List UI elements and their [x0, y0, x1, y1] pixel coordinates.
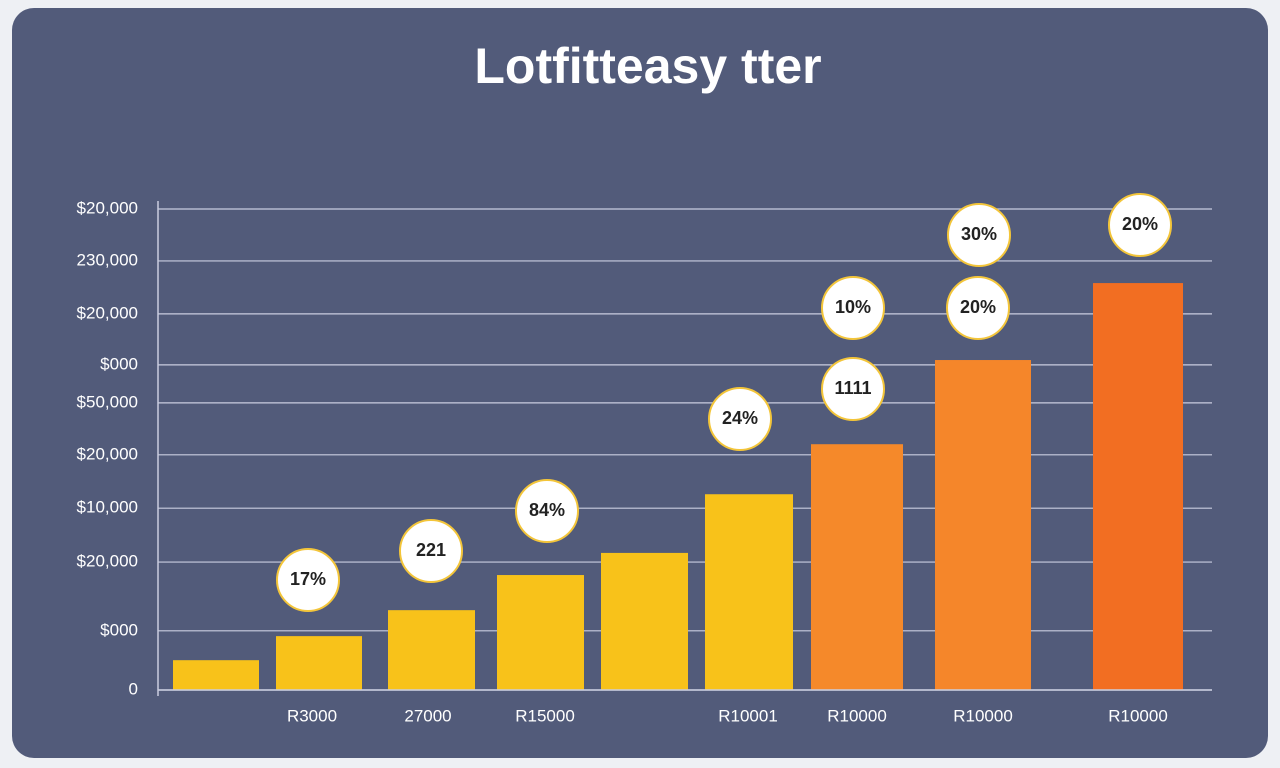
annotation: 221	[416, 540, 446, 560]
bar	[276, 636, 362, 690]
annotation-bubble	[946, 276, 1010, 340]
bar	[497, 575, 584, 690]
annotation: 10%	[835, 297, 871, 317]
annotation-bubble	[1108, 193, 1172, 257]
y-tick-label: $10,000	[77, 498, 138, 517]
annotation: 20%	[1122, 214, 1158, 234]
bar	[388, 610, 475, 690]
x-tick-label: R10001	[718, 706, 778, 725]
x-tick-label: R3000	[287, 706, 337, 725]
y-tick-label: $20,000	[77, 198, 138, 217]
annotation: 20%	[960, 297, 996, 317]
annotation-bubble	[708, 387, 772, 451]
annotation: 17%	[290, 569, 326, 589]
x-tick-label: R10000	[827, 706, 887, 725]
y-tick-label: $000	[100, 354, 138, 373]
y-tick-label: $20,000	[77, 444, 138, 463]
y-tick-label: $20,000	[77, 552, 138, 571]
x-tick-label: R10000	[1108, 706, 1168, 725]
y-tick-label: 0	[129, 679, 138, 698]
annotation-bubble	[515, 479, 579, 543]
y-tick-label: $000	[100, 620, 138, 639]
y-tick-label: $50,000	[77, 392, 138, 411]
x-tick-label: 27000	[404, 706, 451, 725]
annotation: 24%	[722, 408, 758, 428]
bar	[811, 444, 903, 690]
annotation: 84%	[529, 500, 565, 520]
x-tick-label: R15000	[515, 706, 575, 725]
bar	[705, 494, 793, 690]
chart-title: Lotfitteasy tter	[474, 38, 821, 94]
annotation-bubble	[821, 357, 885, 421]
x-tick-label: R10000	[953, 706, 1013, 725]
annotation-bubble	[947, 203, 1011, 267]
annotation-bubble	[276, 548, 340, 612]
annotation-bubble	[821, 276, 885, 340]
annotation: 30%	[961, 224, 997, 244]
bar	[1093, 283, 1183, 690]
y-tick-label: $20,000	[77, 303, 138, 322]
y-tick-label: 230,000	[77, 250, 138, 269]
annotation-bubble	[399, 519, 463, 583]
bar	[935, 360, 1031, 690]
bar	[601, 552, 688, 690]
annotation: 1111	[834, 378, 871, 398]
bar	[173, 660, 259, 690]
